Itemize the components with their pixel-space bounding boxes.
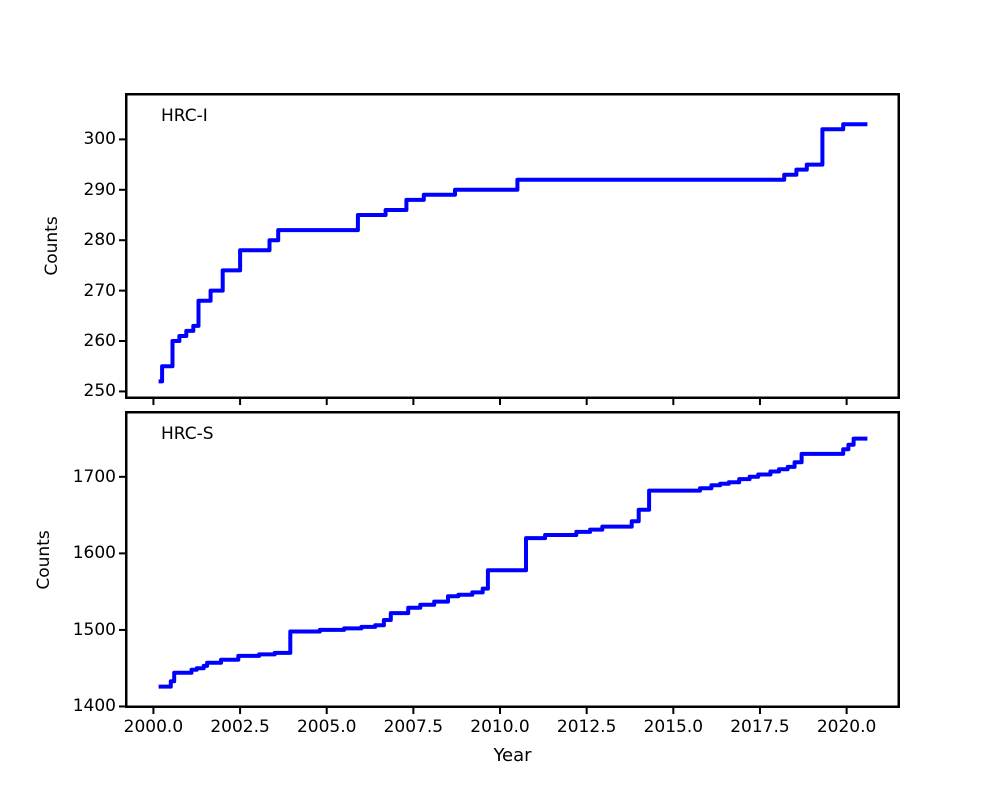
y-tick-label: 1600 bbox=[72, 543, 116, 564]
chart-panel-hrc-i: HRC-I Counts 250 260 270 280 290 300 bbox=[42, 93, 900, 405]
y-tick-label: 250 bbox=[83, 381, 116, 402]
panel-annotation-hrc-s: HRC-S bbox=[161, 424, 214, 444]
chart-panel-hrc-s: HRC-S Counts Year 1400 1500 1600 1700 2000.0… bbox=[34, 411, 900, 766]
x-tick-label: 2012.5 bbox=[556, 717, 617, 737]
y-tick-label: 1700 bbox=[72, 466, 116, 487]
step-line-series bbox=[158, 436, 868, 689]
y-tick-label: 280 bbox=[83, 230, 116, 251]
axes-frame bbox=[125, 411, 900, 708]
y-tick-label: 300 bbox=[83, 129, 116, 150]
axes-frame bbox=[125, 93, 900, 399]
x-tick-label: 2005.0 bbox=[296, 717, 357, 737]
hrc-s-step-line-plot bbox=[119, 411, 900, 714]
hrc-i-step-line-plot bbox=[119, 93, 900, 405]
x-tick-label: 2000.0 bbox=[123, 717, 184, 737]
x-tick-label: 2002.5 bbox=[210, 717, 270, 737]
y-tick-label: 270 bbox=[83, 280, 116, 301]
y-tick-label: 260 bbox=[83, 331, 116, 352]
x-tick-label: 2015.0 bbox=[643, 717, 704, 737]
x-tick-label: 2020.0 bbox=[816, 717, 877, 737]
panel-annotation-hrc-i: HRC-I bbox=[161, 106, 208, 126]
y-tick-label: 1500 bbox=[72, 619, 116, 640]
x-tick-label: 2010.0 bbox=[470, 717, 530, 737]
y-tick-label: 1400 bbox=[72, 696, 116, 717]
x-tick-label: 2007.5 bbox=[383, 717, 444, 737]
y-tick-label: 290 bbox=[83, 179, 116, 200]
x-axis-label: Year bbox=[493, 745, 532, 766]
step-line-series bbox=[158, 122, 868, 384]
x-tick-label: 2017.5 bbox=[730, 717, 790, 737]
